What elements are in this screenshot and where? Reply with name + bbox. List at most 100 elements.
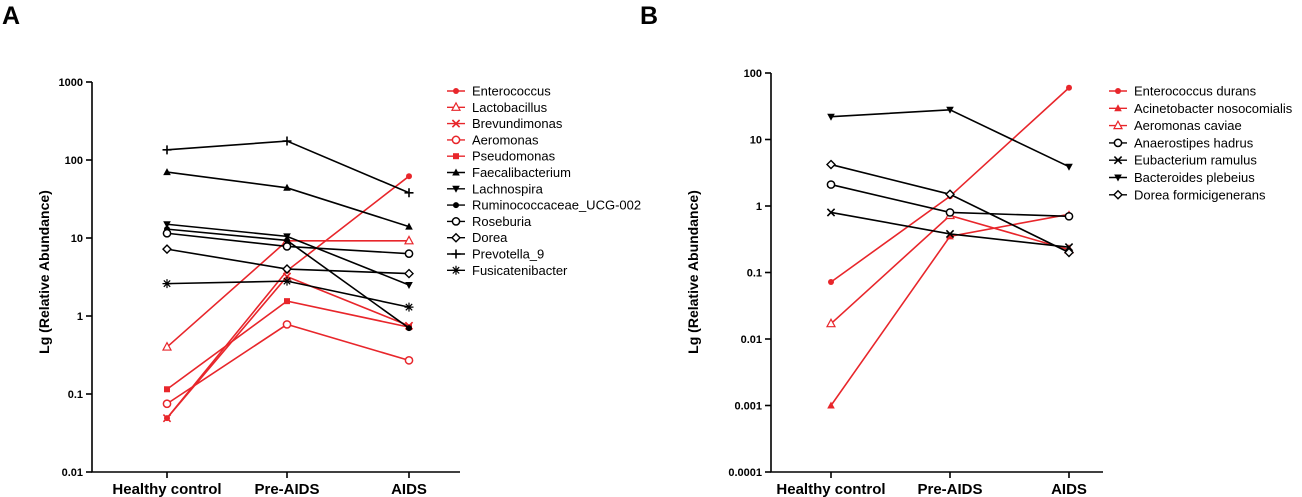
legend-label: Roseburia: [472, 214, 532, 229]
panel-b-y-ticks: 0.0001 0.001 0.01 0.1 1 10 100: [728, 68, 771, 479]
legend-marker-roseburia: [451, 217, 461, 226]
data-point-ruminococcaceae-ucg-002-pre-aids: [284, 237, 290, 244]
y-tick-label: 0.01: [741, 334, 762, 346]
legend-item-enterococcus-durans: Enterococcus durans: [1109, 84, 1257, 99]
legend-item-aeromonas-caviae: Aeromonas caviae: [1109, 118, 1242, 133]
legend-label: Lachnospira: [472, 181, 544, 196]
legend-marker-aeromonas-caviae: [1112, 119, 1124, 130]
legend-item-lactobacillus: Lactobacillus: [447, 100, 548, 115]
legend-label: Faecalibacterium: [472, 165, 571, 180]
legend-label: Dorea formicigenerans: [1134, 187, 1266, 202]
legend-item-anaerostipes-hadrus: Anaerostipes hadrus: [1109, 135, 1254, 150]
series-line-faecalibacterium: [166, 171, 410, 228]
legend-marker-acinetobacter-nosocomialis: [1114, 104, 1122, 112]
data-point-pseudomonas-pre-aids: [284, 298, 290, 305]
legend-item-fusicatenibacter: Fusicatenibacter: [447, 263, 568, 278]
data-point-dorea-formicigenerans-healthy-control: [826, 159, 836, 170]
series-line-aeromonas: [166, 323, 410, 405]
legend-marker-prevotella-9: [451, 249, 461, 259]
panel-b-legend: Enterococcus durans Acinetobacter nosocom…: [1109, 84, 1293, 202]
series-line-aeromonas-caviae: [830, 214, 1070, 325]
data-point-aeromonas-aids: [404, 356, 414, 365]
panel-a-y-ticks: 0.01 0.1 1 10 100 1000: [59, 77, 92, 479]
y-tick-label: 1000: [59, 77, 83, 89]
legend-label: Dorea: [472, 230, 508, 245]
data-point-enterococcus-aids: [406, 173, 412, 180]
panel-b-axes: [770, 73, 1103, 473]
y-tick-label: 0.1: [747, 268, 762, 280]
legend-label: Anaerostipes hadrus: [1134, 135, 1254, 150]
legend-label: Enterococcus: [472, 84, 551, 99]
legend-label: Fusicatenibacter: [472, 263, 568, 278]
series-line-bacteroides-plebeius: [830, 108, 1070, 168]
y-tick-label: 10: [71, 233, 83, 245]
legend-marker-bacteroides-plebeius: [1114, 174, 1122, 182]
series-lachnospira: [163, 221, 413, 289]
data-point-enterococcus-durans-healthy-control: [828, 278, 834, 285]
panel-a-x-ticks: Healthy control Pre-AIDS AIDS: [112, 472, 427, 497]
series-enterococcus: [164, 173, 412, 422]
data-point-faecalibacterium-pre-aids: [283, 183, 291, 191]
data-point-roseburia-pre-aids: [282, 242, 292, 251]
legend-item-dorea-formicigenerans: Dorea formicigenerans: [1109, 187, 1266, 202]
series-brevundimonas: [162, 272, 414, 423]
legend-item-dorea: Dorea: [447, 230, 508, 245]
legend-marker-pseudomonas: [453, 153, 459, 160]
series-line-enterococcus: [166, 175, 410, 419]
x-tick-label-pre-aids: Pre-AIDS: [254, 481, 319, 497]
data-point-prevotella-9-aids: [404, 188, 414, 198]
data-point-bacteroides-plebeius-pre-aids: [946, 106, 954, 114]
legend-item-eubacterium-ramulus: Eubacterium ramulus: [1109, 153, 1257, 168]
legend-label: Pseudomonas: [472, 149, 556, 164]
legend-marker-aeromonas: [451, 135, 461, 145]
legend-item-acinetobacter-nosocomialis: Acinetobacter nosocomialis: [1109, 101, 1293, 116]
y-tick-label: 100: [744, 68, 762, 80]
legend-item-ruminococcaceae-ucg-002: Ruminococcaceae_UCG-002: [447, 198, 641, 213]
y-tick-label: 0.0001: [728, 467, 762, 479]
data-point-pseudomonas-healthy-control: [164, 386, 170, 393]
data-point-faecalibacterium-aids: [405, 222, 413, 230]
data-point-eubacterium-ramulus-aids: [1064, 243, 1074, 252]
series-fusicatenibacter: [162, 276, 414, 312]
series-line-prevotella-9: [166, 140, 410, 194]
panel-b-letter: B: [640, 2, 658, 30]
legend-marker-eubacterium-ramulus: [1113, 156, 1123, 165]
series-prevotella-9: [162, 136, 414, 198]
data-point-prevotella-9-pre-aids: [282, 136, 292, 146]
series-roseburia: [162, 228, 414, 259]
legend-item-prevotella-9: Prevotella_9: [447, 247, 544, 262]
legend-marker-ruminococcaceae-ucg-002: [453, 202, 459, 209]
legend-item-roseburia: Roseburia: [447, 214, 532, 229]
legend-marker-lachnospira: [452, 185, 460, 193]
legend-item-enterococcus: Enterococcus: [447, 84, 551, 99]
panel-a-axes: [91, 82, 460, 473]
series-faecalibacterium: [163, 168, 413, 230]
series-lactobacillus: [161, 235, 415, 351]
x-tick-label-healthy-control: Healthy control: [112, 481, 221, 497]
legend-item-aeromonas: Aeromonas: [447, 132, 539, 147]
panel-a-legend: EnterococcusLactobacillusBrevundimonasAe…: [447, 84, 641, 278]
y-tick-label: 0.1: [68, 389, 83, 401]
data-point-lachnospira-aids: [405, 281, 413, 289]
legend-label: Brevundimonas: [472, 116, 563, 131]
legend-item-pseudomonas: Pseudomonas: [447, 149, 556, 164]
data-point-anaerostipes-hadrus-pre-aids: [945, 208, 955, 217]
series-line-brevundimonas: [166, 275, 410, 419]
panel-a-series: [161, 136, 415, 423]
data-point-dorea-healthy-control: [162, 244, 172, 255]
data-point-eubacterium-ramulus-healthy-control: [826, 208, 836, 217]
series-dorea: [162, 244, 414, 279]
legend-item-faecalibacterium: Faecalibacterium: [447, 165, 571, 180]
series-anaerostipes-hadrus: [826, 180, 1074, 221]
series-line-lactobacillus: [166, 240, 409, 348]
legend-label: Enterococcus durans: [1134, 84, 1257, 99]
data-point-dorea-pre-aids: [282, 264, 292, 275]
legend-marker-brevundimonas: [451, 119, 461, 128]
data-point-anaerostipes-hadrus-aids: [1064, 211, 1074, 221]
legend-label: Bacteroides plebeius: [1134, 170, 1255, 185]
data-point-roseburia-healthy-control: [162, 228, 172, 238]
series-aeromonas: [162, 320, 414, 409]
legend-marker-anaerostipes-hadrus: [1113, 138, 1123, 148]
legend-label: Prevotella_9: [472, 247, 544, 262]
data-point-fusicatenibacter-healthy-control: [162, 279, 172, 289]
